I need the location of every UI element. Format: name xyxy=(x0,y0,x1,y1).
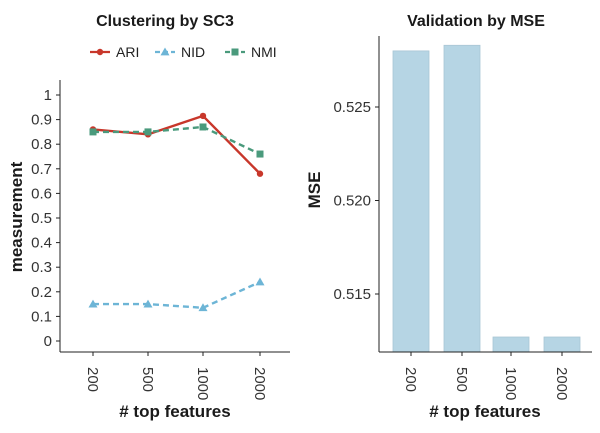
left-y-tick-label: 0.6 xyxy=(31,185,52,202)
legend-key-marker xyxy=(231,48,239,56)
data-point-nid xyxy=(198,303,208,312)
data-point-nmi xyxy=(256,150,264,158)
series-line-nmi xyxy=(93,125,261,156)
left-y-axis-title: measurement xyxy=(7,161,26,272)
data-point-ari xyxy=(256,170,264,177)
bar-2000 xyxy=(543,336,581,353)
right-x-tick-label: 2000 xyxy=(553,367,570,400)
legend-key-marker xyxy=(160,47,170,56)
legend-label-nmi: NMI xyxy=(251,44,277,60)
left-y-tick-label: 1 xyxy=(44,87,52,104)
series-line-ari xyxy=(92,114,261,175)
left-y-tick-label: 0.4 xyxy=(31,235,52,252)
bar-500 xyxy=(443,44,481,353)
right-chart-title: Validation by MSE xyxy=(407,13,545,30)
legend-key-marker xyxy=(96,48,104,56)
left-y-tick-label: 0.1 xyxy=(31,308,52,325)
bar-200 xyxy=(392,50,430,353)
data-point-nmi xyxy=(144,128,152,136)
series-line-nid xyxy=(93,280,261,309)
right-y-tick-label: 0.520 xyxy=(333,193,371,210)
bar-1000 xyxy=(492,336,530,353)
left-x-tick-label: 1000 xyxy=(194,367,211,400)
right-plot-area: 0.515 0.520 0.525 200 500 1000 2000 xyxy=(333,36,592,400)
left-y-tick-label: 0.2 xyxy=(31,284,52,301)
left-y-tick-label: 0.3 xyxy=(31,259,52,276)
left-legend: ARI NID NMI xyxy=(90,44,277,60)
left-y-tick-label: 0.5 xyxy=(31,210,52,227)
left-chart-title: Clustering by SC3 xyxy=(96,13,234,30)
left-y-tick-label: 0.7 xyxy=(31,161,52,178)
right-y-tick-label: 0.525 xyxy=(333,99,371,116)
right-x-axis-title: # top features xyxy=(429,402,540,421)
left-y-tick-label: 0.9 xyxy=(31,112,52,129)
left-x-tick-label: 200 xyxy=(84,367,101,392)
left-y-tick-label: 0 xyxy=(44,333,52,350)
right-x-tick-label: 1000 xyxy=(502,367,519,400)
left-x-tick-label: 500 xyxy=(139,367,156,392)
right-y-axis-title: MSE xyxy=(305,172,324,209)
data-point-nid xyxy=(143,299,153,308)
left-x-axis-title: # top features xyxy=(119,402,230,421)
right-x-tick-label: 500 xyxy=(453,367,470,392)
data-point-nid xyxy=(255,277,265,286)
data-point-nid xyxy=(88,299,98,308)
legend-label-nid: NID xyxy=(181,44,205,60)
data-point-nmi xyxy=(199,123,207,131)
legend-label-ari: ARI xyxy=(116,44,139,60)
left-x-tick-label: 2000 xyxy=(251,367,268,400)
right-x-tick-label: 200 xyxy=(402,367,419,392)
data-point-ari xyxy=(199,112,207,120)
left-plot-area: 0 0.1 0.2 0.3 0.4 0.5 0.6 0.7 0.8 0.9 1 200 500 1000 2… xyxy=(31,80,290,400)
left-y-tick-label: 0.8 xyxy=(31,136,52,153)
right-y-tick-label: 0.515 xyxy=(333,286,371,303)
data-point-nmi xyxy=(89,128,97,136)
